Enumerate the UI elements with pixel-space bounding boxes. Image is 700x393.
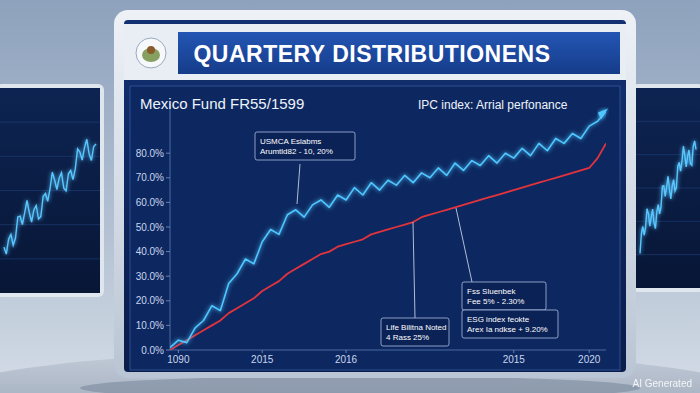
stage: QUARTERY DISTRIBUTIONENS 0.0% 10.0% 20.0% 30… <box>0 0 700 393</box>
side-monitor-grid <box>0 156 100 157</box>
side-monitor-grid <box>0 224 100 225</box>
side-monitor <box>636 88 700 288</box>
x-tick-label: 2015 <box>251 354 274 365</box>
emblem <box>136 38 166 68</box>
y-tick <box>166 227 170 228</box>
x-tick <box>178 350 179 353</box>
legend-label: IPC index: Arrial perfonance <box>418 98 568 112</box>
chart-title: QUARTERY DISTRIBUTIONENS <box>193 41 550 67</box>
studio-background <box>0 0 700 393</box>
annotation-text: USMCA Eslabms <box>260 137 321 146</box>
side-monitor-grid <box>636 121 700 122</box>
side-monitor-grid <box>0 258 100 259</box>
annotation-leader <box>297 164 300 204</box>
x-tick <box>589 350 590 353</box>
banner-back <box>124 24 626 80</box>
annotation-text: Fss Sluenbek <box>467 287 516 296</box>
y-tick-label: 70.0% <box>136 172 164 183</box>
y-tick <box>166 350 170 351</box>
annotation-text: Arex Ia ndkse + 9.20% <box>467 325 548 334</box>
y-tick <box>166 202 170 203</box>
x-tick <box>346 350 347 353</box>
annotation-box <box>462 310 558 338</box>
y-tick <box>166 251 170 252</box>
plot-area <box>170 111 606 350</box>
watermark: AI Generated <box>633 378 692 389</box>
x-tick <box>262 350 263 353</box>
legend-label: Mexico Fund FR55/1599 <box>140 95 304 112</box>
annotation-leader <box>456 208 472 282</box>
annotation-box <box>255 132 355 160</box>
side-monitor-grid <box>636 154 700 155</box>
y-tick <box>166 325 170 326</box>
series-line <box>170 111 606 347</box>
x-tick-label: 1090 <box>167 354 190 365</box>
x-tick-label: 2015 <box>503 354 526 365</box>
y-tick-label: 40.0% <box>136 246 164 257</box>
side-monitor-grid <box>636 254 700 255</box>
x-tick <box>513 350 514 353</box>
annotation-text: Fee 5% - 2.30% <box>467 297 524 306</box>
side-monitor-grid <box>0 122 100 123</box>
x-tick-label: 2020 <box>578 354 601 365</box>
y-tick-label: 0.0% <box>141 345 164 356</box>
side-monitor-frame <box>632 84 700 292</box>
annotation-leader <box>413 222 415 318</box>
floor-reflection <box>80 376 640 393</box>
annotation-text: Life Bilitna Noted <box>386 323 446 332</box>
annotation-box <box>381 318 449 346</box>
series-line <box>170 143 606 350</box>
chart-panel <box>130 86 620 370</box>
side-monitor-line <box>4 139 96 254</box>
side-monitor-line <box>640 141 696 254</box>
y-tick-label: 80.0% <box>136 148 164 159</box>
y-tick <box>166 276 170 277</box>
y-tick-label: 30.0% <box>136 271 164 282</box>
screen <box>124 20 626 372</box>
arrow-head <box>598 108 608 119</box>
title-banner <box>178 32 620 74</box>
annotation-text: Arumtld82 - 10, 20% <box>260 147 333 156</box>
x-tick-label: 2016 <box>335 354 358 365</box>
screen-frame <box>114 10 636 378</box>
annotation-text: ESG index feokte <box>467 315 530 324</box>
y-tick-label: 20.0% <box>136 295 164 306</box>
y-tick <box>166 177 170 178</box>
annotation-box <box>462 282 546 310</box>
side-monitor-frame <box>0 84 104 297</box>
side-monitor-grid <box>636 188 700 189</box>
y-tick-label: 60.0% <box>136 197 164 208</box>
y-tick <box>166 153 170 154</box>
y-tick-label: 10.0% <box>136 320 164 331</box>
side-monitor <box>0 88 100 293</box>
emblem-mark <box>147 46 155 54</box>
x-axis-line <box>170 350 606 351</box>
y-tick-label: 50.0% <box>136 222 164 233</box>
annotation-text: 4 Rass 25% <box>386 333 429 342</box>
y-tick <box>166 300 170 301</box>
